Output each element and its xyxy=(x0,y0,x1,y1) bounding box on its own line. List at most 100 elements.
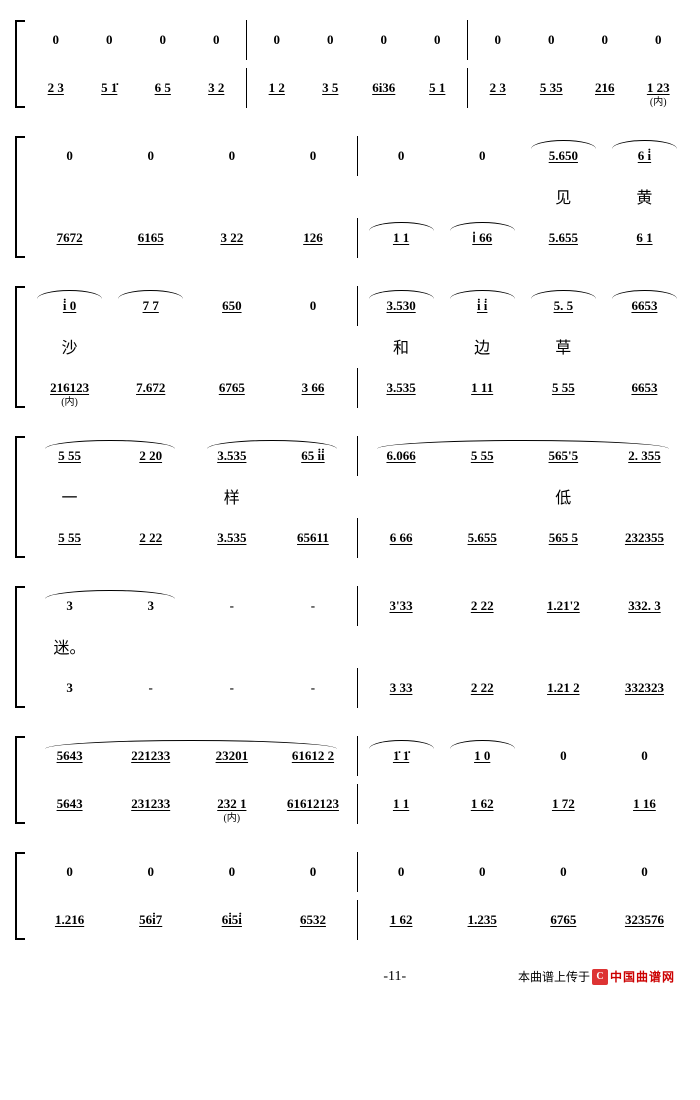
note-cell: 3 2 xyxy=(190,80,244,96)
staves: 0000005.6506 i̇见黄767261653 221261 1ⅰ 665… xyxy=(29,136,685,258)
system: 0000000000002 35 1̇6 53 21 23 56i365 12 … xyxy=(15,20,685,108)
staff-row-upper: 33--3'332 221.21'2332. 3 xyxy=(29,586,685,626)
measure: 216123(内)7.67267653 66 xyxy=(29,380,354,396)
staves: i̇ 07 765003.530i̇ i̇5. 56653沙和边草216123(… xyxy=(29,286,685,408)
note-cell: 1 1 xyxy=(361,230,442,246)
slur-arc xyxy=(45,440,175,449)
note-cell: 1̇ 1̇ xyxy=(361,748,442,764)
note-cell: 5 55 xyxy=(29,530,110,546)
tie-arc xyxy=(118,290,183,299)
note-cell: 0 xyxy=(523,864,604,880)
measure: 0000 xyxy=(29,148,354,164)
measure: 见黄 xyxy=(361,184,686,208)
note-cell: 6532 xyxy=(272,912,353,928)
note-cell: 0 xyxy=(250,32,304,48)
note-cell: 1 23(内) xyxy=(632,80,686,96)
annotation-nei: (内) xyxy=(223,809,240,824)
note-cell: 0 xyxy=(578,32,632,48)
staves: 0000000000002 35 1̇6 53 21 23 56i365 12 … xyxy=(29,20,685,108)
note-cell: 232 1(内) xyxy=(191,796,272,812)
note-cell: 2 3 xyxy=(29,80,83,96)
note-cell: i̇ i̇ xyxy=(442,298,523,314)
measure: 1̇ 1̇1 000 xyxy=(361,748,686,764)
system-bracket xyxy=(15,436,25,558)
note-cell: 1.216 xyxy=(29,912,110,928)
measure: i̇ 07 76500 xyxy=(29,298,354,314)
note-cell: 3.535 xyxy=(361,380,442,396)
note-cell: 2 22 xyxy=(442,598,523,614)
note-cell: 7672 xyxy=(29,230,110,246)
lyric-cell: 沙 xyxy=(29,334,110,358)
measure: 一样 xyxy=(29,484,354,508)
page-number: -11- xyxy=(271,969,517,985)
measure: 5643231233232 1(内)61612123 xyxy=(29,796,354,812)
note-cell: 6.066 xyxy=(361,448,442,464)
note-cell: 23201 xyxy=(191,748,272,764)
barline xyxy=(357,668,358,708)
system-bracket xyxy=(15,586,25,708)
note-cell: 0 xyxy=(411,32,465,48)
note-cell: - xyxy=(110,680,191,696)
staff-row-lower: 1.21656i̇76i̇5i̇65321 621.2356765323576 xyxy=(29,900,685,940)
site-name: 中国曲谱网 xyxy=(610,968,675,985)
note-cell: 6 i̇ xyxy=(604,148,685,164)
note-cell: 3 33 xyxy=(361,680,442,696)
note-cell: 1 62 xyxy=(361,912,442,928)
barline xyxy=(357,900,358,940)
tie-arc xyxy=(369,222,434,231)
note-cell: 0 xyxy=(604,864,685,880)
staff-row-lyrics: 一样低 xyxy=(29,484,685,508)
note-cell: 126 xyxy=(272,230,353,246)
credit: 本曲谱上传于 C 中国曲谱网 xyxy=(518,968,675,985)
barline xyxy=(357,736,358,776)
note-cell: 3 xyxy=(29,680,110,696)
barline xyxy=(246,20,247,60)
note-cell: 0 xyxy=(191,148,272,164)
annotation-nei: (内) xyxy=(650,93,667,108)
staff-row-lower: 216123(内)7.67267653 663.5351 115 556653 xyxy=(29,368,685,408)
barline xyxy=(357,368,358,408)
note-cell: 332. 3 xyxy=(604,598,685,614)
slur-arc xyxy=(45,590,175,599)
measure: 迷。 xyxy=(29,634,354,658)
note-cell: 65 i̇i̇ xyxy=(272,448,353,464)
staff-row-upper: 00000000 xyxy=(29,852,685,892)
measure: 56432212332320161612 2 xyxy=(29,748,354,764)
note-cell: 231233 xyxy=(110,796,191,812)
note-cell: 1 0 xyxy=(442,748,523,764)
lyric-cell: 样 xyxy=(191,484,272,508)
measure: 3--- xyxy=(29,680,354,696)
note-cell: 1 62 xyxy=(442,796,523,812)
tie-arc xyxy=(450,740,515,749)
note-cell: 6i̇5i̇ xyxy=(191,912,272,928)
measure: 2 35 1̇6 53 2 xyxy=(29,80,243,96)
note-cell: 6165 xyxy=(110,230,191,246)
staff-row-lyrics: 迷。 xyxy=(29,634,685,658)
note-cell: 3'33 xyxy=(361,598,442,614)
measure: 沙 xyxy=(29,334,354,358)
measure: 1 621.2356765323576 xyxy=(361,912,686,928)
barline xyxy=(357,518,358,558)
measure: 1 1ⅰ 665.6556 1 xyxy=(361,230,686,246)
note-cell: 3.535 xyxy=(191,530,272,546)
note-cell: 5.650 xyxy=(523,148,604,164)
note-cell: 0 xyxy=(525,32,579,48)
note-cell: 1 1 xyxy=(361,796,442,812)
measure: 0000 xyxy=(29,864,354,880)
lyric-cell: 和 xyxy=(361,334,442,358)
note-cell: 0 xyxy=(136,32,190,48)
note-cell: i̇ 0 xyxy=(29,298,110,314)
note-cell: 323576 xyxy=(604,912,685,928)
tie-arc xyxy=(612,140,677,149)
score-container: 0000000000002 35 1̇6 53 21 23 56i365 12 … xyxy=(15,20,685,940)
system-bracket xyxy=(15,852,25,940)
note-cell: 5.655 xyxy=(442,530,523,546)
barline xyxy=(357,586,358,626)
note-cell: 216 xyxy=(578,80,632,96)
note-cell: 1 11 xyxy=(442,380,523,396)
note-cell: 2. 355 xyxy=(604,448,685,464)
measure: 2 35 352161 23(内) xyxy=(471,80,685,96)
note-cell: 6 5 xyxy=(136,80,190,96)
note-cell: 0 xyxy=(304,32,358,48)
barline xyxy=(357,852,358,892)
